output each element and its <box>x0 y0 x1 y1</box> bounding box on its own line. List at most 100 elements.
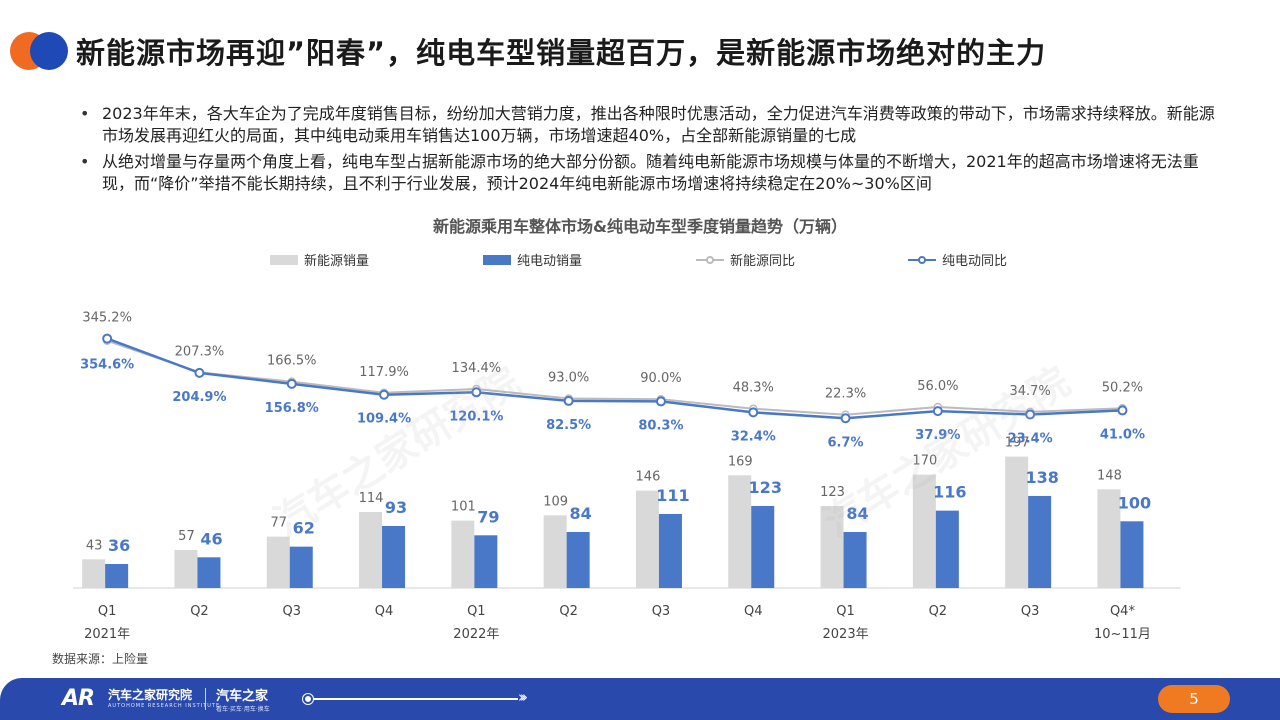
legend-item-bev-sales: 纯电动销量 <box>483 250 582 269</box>
x-tick-label: Q2 <box>929 604 948 619</box>
data-label-nev-yoy: 90.0% <box>640 371 681 386</box>
bullet-item: 从绝对增量与存量两个角度上看，纯电车型占据新能源市场的绝大部分份额。随着纯电新能… <box>78 151 1228 195</box>
x-tick-label: Q1 <box>467 604 486 619</box>
x-tick-label: Q2 <box>559 604 578 619</box>
bar-label-nev-sales: 101 <box>451 500 476 515</box>
bar-label-bev-sales: 116 <box>933 483 966 502</box>
bar-nev-sales <box>266 536 290 588</box>
data-label-nev-yoy: 48.3% <box>733 381 774 396</box>
bar-bev-sales <box>474 535 498 588</box>
line-nev-yoy <box>106 339 1123 416</box>
data-label-nev-yoy: 93.0% <box>548 371 589 386</box>
legend-label: 纯电动同比 <box>942 254 1008 269</box>
x-tick-sublabel: 10~11月 <box>1094 627 1151 642</box>
x-tick-sublabel: 2021年 <box>84 627 130 642</box>
legend-label: 新能源销量 <box>304 254 370 269</box>
point-bev-yoy <box>379 389 390 400</box>
bar-label-nev-sales: 169 <box>728 454 753 469</box>
bar-bev-sales <box>382 525 406 588</box>
org-name: 汽车之家研究院 <box>108 688 193 702</box>
bar-label-nev-sales: 197 <box>1005 436 1030 451</box>
bar-nev-sales <box>543 515 567 588</box>
bar-label-nev-sales: 170 <box>912 454 937 469</box>
bar-nev-sales <box>820 505 844 588</box>
data-source-note: 数据来源：上险量 <box>52 652 149 666</box>
bar-label-nev-sales: 77 <box>270 516 287 531</box>
data-label-bev-yoy: 23.4% <box>1008 431 1053 446</box>
bar-label-nev-sales: 43 <box>86 538 103 553</box>
bar-label-bev-sales: 123 <box>749 478 782 497</box>
bar-label-bev-sales: 100 <box>1118 493 1151 512</box>
x-tick-label: Q4 <box>744 604 763 619</box>
data-label-bev-yoy: 354.6% <box>80 358 134 373</box>
point-bev-yoy <box>840 413 851 424</box>
logo-mark: AR <box>62 686 95 711</box>
brand-name: 汽车之家 <box>216 689 269 704</box>
bar-bev-sales <box>289 546 313 588</box>
chart-title: 新能源乘用车整体市场&纯电动车型季度销量趋势（万辆） <box>433 217 847 236</box>
point-bev-yoy <box>748 407 759 418</box>
legend-line-marker <box>908 255 936 265</box>
legend-label: 新能源同比 <box>730 254 796 269</box>
data-label-bev-yoy: 82.5% <box>546 418 591 433</box>
chevron-right-icon: ››› <box>518 688 528 706</box>
bullet-item: 2023年年末，各大车企为了完成年度销售目标，纷纷加大营销力度，推出各种限时优惠… <box>78 103 1228 147</box>
x-tick-label: Q1 <box>836 604 855 619</box>
point-bev-yoy <box>1117 405 1128 416</box>
footer-bar: AR 汽车之家研究院 AUTOHOME RESEARCH INSTITUTE 汽… <box>0 678 1280 720</box>
bar-label-bev-sales: 84 <box>570 504 592 523</box>
bar-bev-sales <box>1120 521 1144 588</box>
bar-nev-sales <box>174 549 198 588</box>
point-bev-yoy <box>102 333 113 344</box>
data-label-nev-yoy: 56.0% <box>917 379 958 394</box>
chart-legend: 新能源销量 纯电动销量 新能源同比 纯电动同比 <box>0 250 1280 270</box>
point-bev-yoy <box>563 395 574 406</box>
bar-bev-sales <box>566 531 590 588</box>
page-title: 新能源市场再迎”阳春”，纯电车型销量超百万，是新能源市场绝对的主力 <box>76 36 1047 70</box>
bar-label-bev-sales: 111 <box>656 486 689 505</box>
legend-line-marker <box>696 255 724 265</box>
x-tick-label: Q3 <box>1021 604 1040 619</box>
x-tick-label: Q4 <box>375 604 394 619</box>
bar-nev-sales <box>912 474 936 588</box>
progress-line <box>306 698 518 700</box>
x-tick-label: Q3 <box>652 604 671 619</box>
bar-nev-sales <box>82 559 106 588</box>
bar-label-nev-sales: 57 <box>178 529 195 544</box>
bar-label-nev-sales: 148 <box>1097 468 1122 483</box>
data-label-nev-yoy: 117.9% <box>359 365 409 380</box>
x-tick-label: Q3 <box>282 604 301 619</box>
bullet-list: 2023年年末，各大车企为了完成年度销售目标，纷纷加大营销力度，推出各种限时优惠… <box>78 103 1228 199</box>
bar-label-nev-sales: 109 <box>543 494 568 509</box>
legend-item-nev-sales: 新能源销量 <box>270 250 369 269</box>
brand-subtitle: 看车·买车·用车·换车 <box>216 706 270 713</box>
org-subtitle: AUTOHOME RESEARCH INSTITUTE <box>108 703 221 709</box>
bar-nev-sales <box>635 490 659 588</box>
data-label-nev-yoy: 22.3% <box>825 387 866 402</box>
bar-bev-sales <box>935 510 959 588</box>
bar-bev-sales <box>843 531 867 588</box>
bar-label-nev-sales: 123 <box>820 485 845 500</box>
bar-label-bev-sales: 84 <box>846 504 868 523</box>
data-label-bev-yoy: 109.4% <box>357 412 411 427</box>
bar-label-bev-sales: 36 <box>108 536 130 555</box>
data-label-bev-yoy: 156.8% <box>265 401 319 416</box>
legend-item-bev-yoy: 纯电动同比 <box>908 250 1007 269</box>
point-bev-yoy <box>471 387 482 398</box>
bar-nev-sales <box>451 520 475 588</box>
data-label-bev-yoy: 37.9% <box>915 428 960 443</box>
bar-bev-sales <box>1028 495 1052 588</box>
legend-swatch <box>483 254 511 265</box>
data-label-bev-yoy: 204.9% <box>172 390 226 405</box>
data-label-nev-yoy: 134.4% <box>452 361 502 376</box>
bar-bev-sales <box>658 513 682 588</box>
bar-label-nev-sales: 146 <box>636 470 661 485</box>
x-tick-label: Q1 <box>98 604 117 619</box>
bar-nev-sales <box>1005 456 1029 588</box>
legend-label: 纯电动销量 <box>517 254 583 269</box>
point-bev-yoy <box>932 406 943 417</box>
footer-divider <box>205 688 206 710</box>
data-label-nev-yoy: 345.2% <box>82 311 132 326</box>
legend-item-nev-yoy: 新能源同比 <box>696 250 795 269</box>
bar-nev-sales <box>359 511 383 588</box>
